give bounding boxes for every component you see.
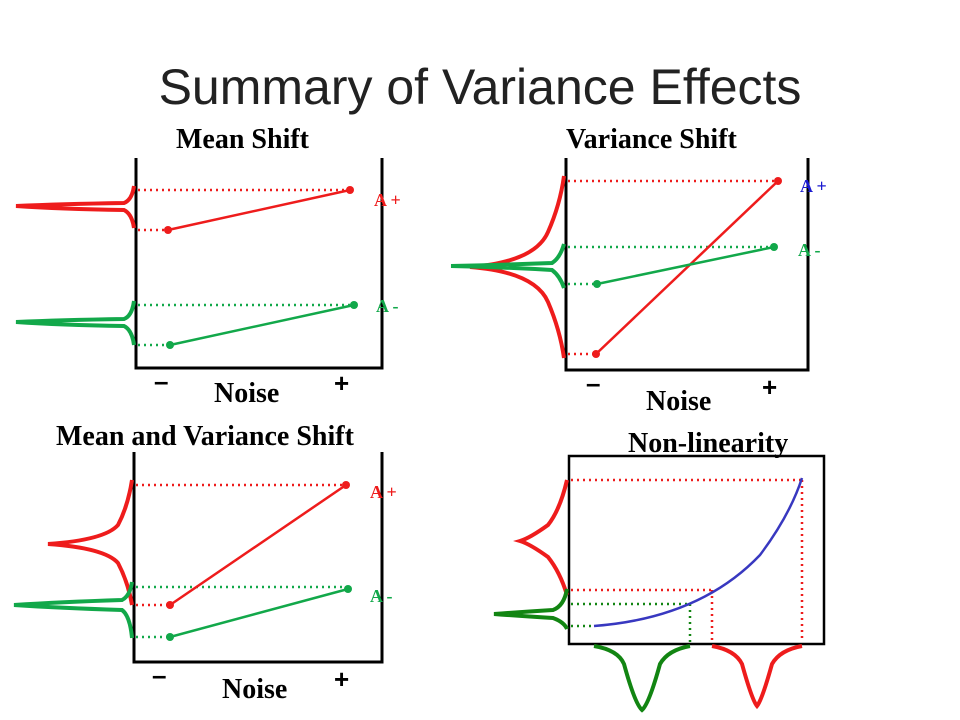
mean-shift-axes (134, 158, 384, 370)
mean-shift-minus-sign: – (154, 366, 169, 396)
mean-variance-plus-sign: + (334, 664, 350, 694)
mean-variance-red-distribution (47, 479, 134, 606)
mean-shift-a-plus-label: A + (374, 190, 401, 210)
mean-variance-a-minus-high-point (344, 585, 352, 593)
mean-variance-noise-label: Noise (222, 674, 288, 705)
panel-mean-shift (15, 158, 384, 370)
slide-title: Summary of Variance Effects (158, 59, 802, 115)
mean-variance-title: Mean and Variance Shift (56, 421, 354, 452)
mean-shift-plus-sign: + (334, 368, 350, 398)
variance-shift-a-plus-high-point (774, 177, 782, 185)
mean-shift-a-minus-low-point (166, 341, 174, 349)
variance-shift-title: Variance Shift (566, 124, 737, 155)
non-linearity-title: Non-linearity (628, 428, 789, 459)
panel-non-linearity (493, 454, 826, 713)
mean-shift-a-minus-line (169, 303, 355, 347)
non-linearity-green-y-distribution (493, 588, 569, 630)
panel-mean-and-variance-shift (13, 452, 384, 664)
variance-shift-noise-label: Noise (646, 386, 712, 417)
variance-shift-axes (564, 158, 810, 372)
mean-variance-a-minus-low-point (166, 633, 174, 641)
variance-shift-a-minus-line (596, 245, 775, 286)
mean-shift-a-minus-label: A - (376, 296, 399, 316)
variance-shift-minus-sign: – (586, 368, 601, 398)
mean-variance-a-plus-low-point (166, 601, 174, 609)
mean-variance-a-plus-label: A + (370, 482, 397, 502)
mean-variance-a-minus-line (169, 587, 349, 639)
mean-shift-title: Mean Shift (176, 124, 309, 155)
panel-variance-shift (450, 158, 810, 372)
variance-shift-a-minus-label: A - (798, 240, 821, 260)
variance-shift-a-plus-line (595, 180, 779, 355)
mean-shift-green-distribution (15, 300, 136, 346)
variance-shift-a-minus-high-point (770, 243, 778, 251)
mean-shift-a-plus-low-point (164, 226, 172, 234)
mean-shift-a-plus-line (167, 188, 351, 232)
mean-variance-a-minus-label: A - (370, 586, 393, 606)
variance-shift-green-distribution (450, 243, 566, 289)
mean-variance-axes (132, 452, 384, 664)
mean-shift-red-distribution (15, 185, 136, 229)
variance-shift-a-plus-low-point (592, 350, 600, 358)
non-linearity-red-y-distribution (513, 479, 569, 596)
variance-shift-a-minus-low-point (593, 280, 601, 288)
mean-variance-a-plus-line (169, 483, 347, 607)
non-linearity-red-x-distribution (711, 644, 803, 710)
non-linearity-green-x-distribution (593, 644, 691, 713)
mean-shift-noise-label: Noise (214, 378, 280, 409)
mean-shift-a-plus-high-point (346, 186, 354, 194)
mean-variance-green-distribution (13, 581, 134, 639)
variance-shift-a-plus-label: A + (800, 176, 827, 196)
mean-variance-a-plus-high-point (342, 481, 350, 489)
mean-shift-a-minus-high-point (350, 301, 358, 309)
mean-variance-minus-sign: – (152, 660, 167, 690)
variance-shift-plus-sign: + (762, 372, 778, 402)
non-linearity-frame (567, 454, 826, 646)
non-linearity-blue-curve (593, 477, 804, 628)
